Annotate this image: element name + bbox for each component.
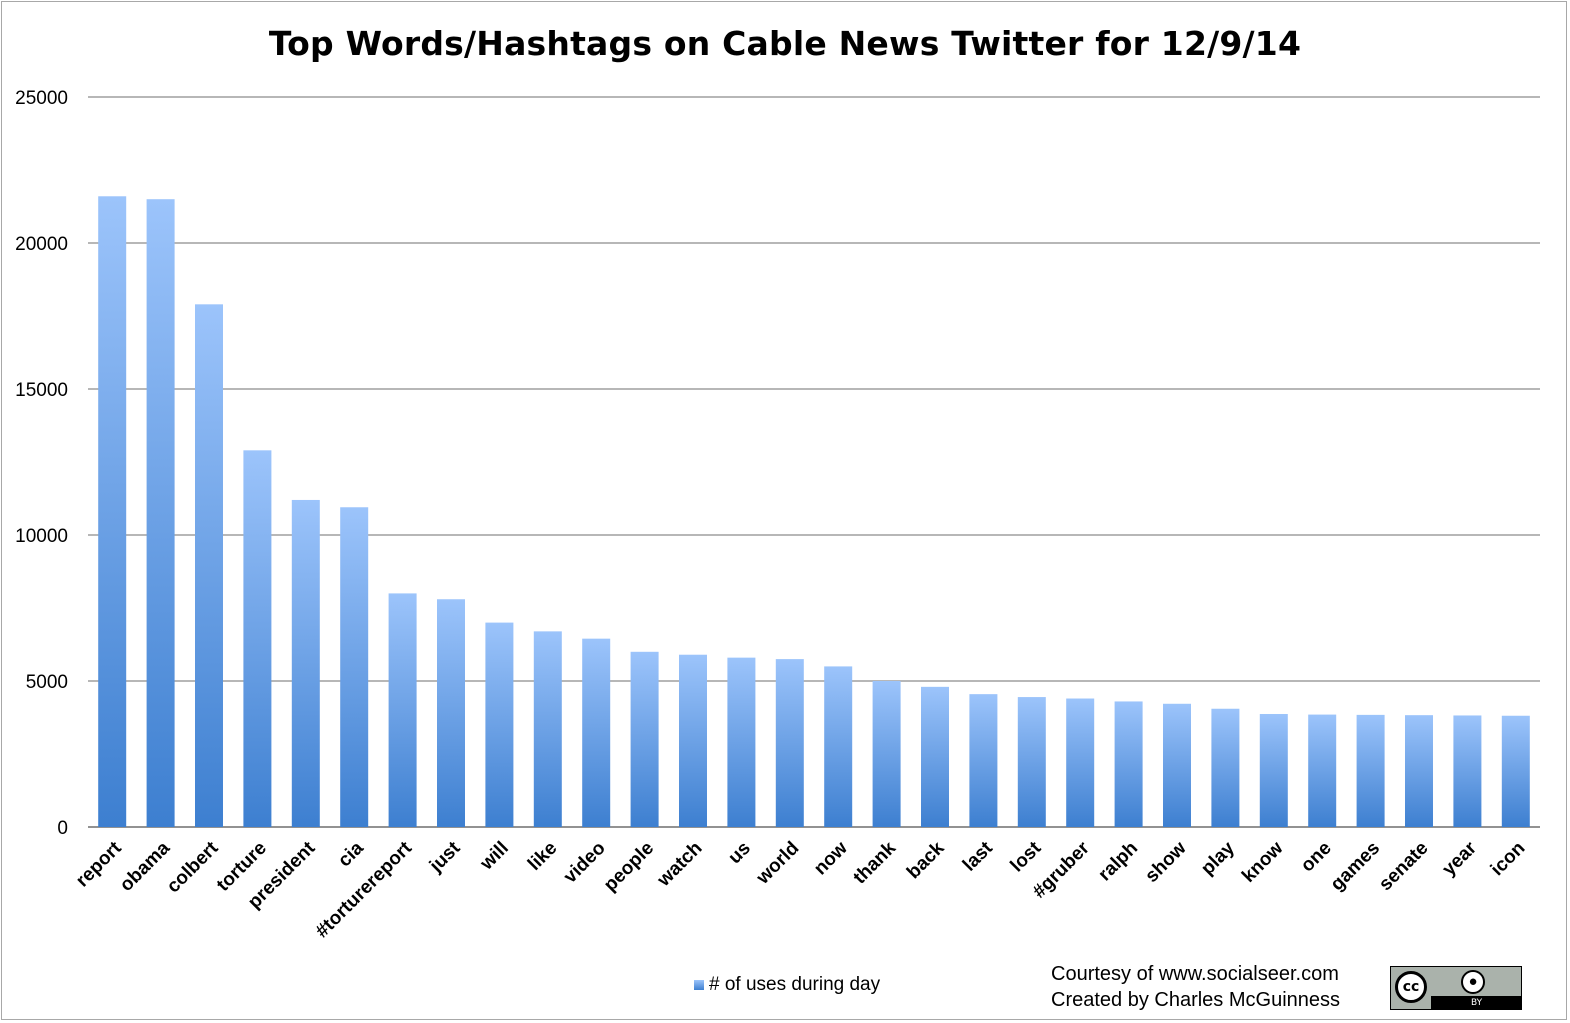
bar-will xyxy=(485,622,514,827)
bar-president xyxy=(291,499,320,827)
y-tick-label: 25000 xyxy=(15,88,68,109)
x-tick-label: last xyxy=(959,837,997,875)
x-tick-label: colbert xyxy=(163,837,223,897)
bar-report xyxy=(98,196,127,827)
cc-mark: cc xyxy=(1395,971,1427,1003)
bar-know xyxy=(1259,713,1288,827)
x-tick-label: year xyxy=(1438,837,1481,880)
credits: Courtesy of www.socialseer.com Created b… xyxy=(1051,961,1340,1013)
by-strip xyxy=(1431,996,1521,1009)
bar-lost xyxy=(1017,697,1046,827)
bar-colbert xyxy=(195,304,223,827)
x-tick-label: us xyxy=(724,838,755,869)
x-tick-label: play xyxy=(1197,837,1239,879)
bar-senate xyxy=(1405,715,1433,827)
bar-show xyxy=(1163,703,1191,827)
x-tick-label: senate xyxy=(1375,838,1432,895)
x-tick-label: like xyxy=(524,838,561,875)
x-tick-label: icon xyxy=(1487,838,1529,880)
attribution-person-icon: ● xyxy=(1461,970,1485,994)
x-tick-label: world xyxy=(752,838,803,889)
x-tick-label: know xyxy=(1238,838,1287,887)
by-label: BY xyxy=(1471,998,1483,1008)
chart-title: Top Words/Hashtags on Cable News Twitter… xyxy=(268,24,1302,63)
y-tick-label: 15000 xyxy=(15,380,68,401)
x-tick-label: watch xyxy=(653,838,707,892)
bar-watch xyxy=(679,654,707,827)
legend-label: # of uses during day xyxy=(709,974,881,995)
x-tick-label: back xyxy=(903,837,949,883)
y-tick-label: 20000 xyxy=(15,234,68,255)
bar-ralph xyxy=(1114,701,1143,827)
bar-gruber xyxy=(1066,698,1095,827)
bar-torture xyxy=(243,450,272,827)
x-tick-label: lost xyxy=(1007,837,1046,876)
x-tick-label: cia xyxy=(334,837,368,871)
credit-author: Created by Charles McGuinness xyxy=(1051,989,1341,1011)
bar-people xyxy=(630,651,659,827)
bar-back xyxy=(921,686,949,827)
bar-video xyxy=(582,638,611,827)
x-tick-label: games xyxy=(1327,838,1384,895)
bar-torturereport xyxy=(388,593,417,827)
bar-games xyxy=(1356,714,1385,827)
x-tick-label: just xyxy=(425,837,465,877)
y-tick-label: 5000 xyxy=(26,672,68,693)
x-tick-label: will xyxy=(476,838,513,875)
bar-just xyxy=(437,599,465,827)
y-tick-label: 0 xyxy=(57,818,68,839)
bar-play xyxy=(1211,708,1240,827)
y-tick-label: 10000 xyxy=(15,526,68,547)
x-tick-label: people xyxy=(600,838,658,896)
bar-last xyxy=(969,694,998,827)
chart-legend: # of uses during day xyxy=(694,974,880,996)
bar-year xyxy=(1453,715,1482,827)
bar-obama xyxy=(146,199,175,827)
bar-now xyxy=(824,666,853,827)
x-tick-label: one xyxy=(1297,838,1336,877)
x-tick-label: ralph xyxy=(1094,838,1142,886)
bar-world xyxy=(775,659,804,827)
creative-commons-by-icon: cc ● BY xyxy=(1390,966,1522,1010)
bar-thank xyxy=(872,681,901,827)
bar-one xyxy=(1308,714,1337,827)
x-tick-label: thank xyxy=(849,837,900,888)
bar-cia xyxy=(340,507,369,827)
credit-source: Courtesy of www.socialseer.com xyxy=(1051,963,1339,985)
x-tick-label: show xyxy=(1141,838,1190,887)
bar-icon xyxy=(1501,715,1530,827)
x-tick-label: obama xyxy=(116,837,174,895)
bar-us xyxy=(727,657,756,827)
bar-like xyxy=(533,631,562,827)
legend-swatch xyxy=(694,980,704,990)
x-tick-label: now xyxy=(810,838,852,880)
